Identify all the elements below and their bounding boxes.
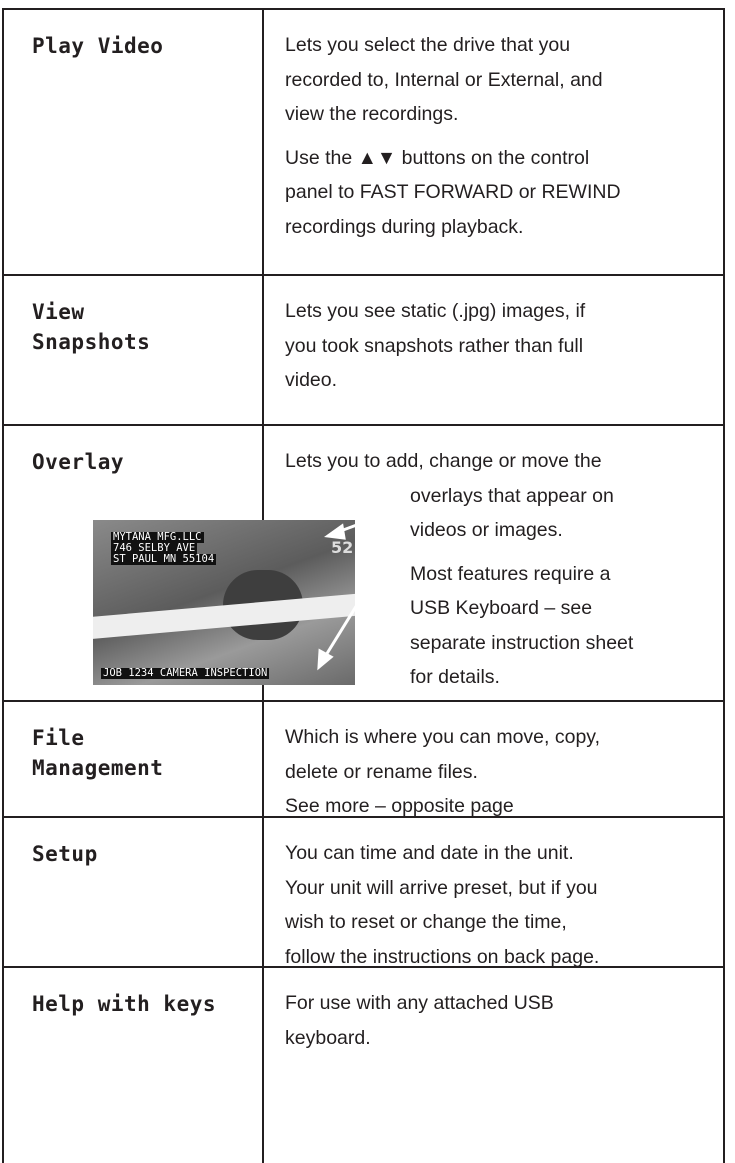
description-line: Lets you see static (.jpg) images, if (285, 300, 586, 322)
description-line: recorded to, Internal or External, and (285, 68, 603, 91)
row-label: Overlay (32, 450, 125, 474)
row-border (2, 424, 725, 426)
description-line: delete or rename files. (285, 760, 478, 783)
description-line: recordings during playback. (285, 215, 524, 238)
row-border (2, 700, 725, 702)
description-line: wish to reset or change the time, (285, 911, 567, 933)
row-label: Help with keys (32, 992, 217, 1016)
row-label: Snapshots (32, 330, 151, 354)
description-line: keyboard. (285, 1026, 371, 1049)
description-line: videos or images. (410, 519, 563, 541)
row-label: Setup (32, 842, 98, 866)
row-border (2, 8, 725, 10)
description-line: See more – opposite page (285, 795, 514, 817)
overlay-corner: 52 (331, 538, 354, 557)
overlay-footer: JOB 1234 CAMERA INSPECTION (101, 667, 270, 679)
row-label: View (32, 300, 85, 324)
description-line: For use with any attached USB (285, 992, 554, 1014)
description-line: Your unit will arrive preset, but if you (285, 876, 598, 899)
description-line: Use the ▲▼ buttons on the control (285, 146, 590, 169)
overlay-text: ST PAUL MN 55104 (111, 553, 217, 565)
overlay-image: MYTANA MFG.LLC 746 SELBY AVE ST PAUL MN … (93, 520, 355, 685)
description-line: You can time and date in the unit. (285, 842, 574, 864)
description-line: Lets you to add, change or move the (285, 450, 602, 472)
table-border (723, 8, 725, 1163)
description-line: view the recordings. (285, 103, 459, 125)
description-line: video. (285, 369, 338, 391)
row-border (2, 274, 725, 276)
row-border (2, 816, 725, 818)
description-line: USB Keyboard – see (410, 597, 593, 619)
row-label: Play Video (32, 34, 164, 58)
description-line: follow the instructions on back page. (285, 945, 600, 968)
description-line: for details. (410, 666, 500, 688)
description-line: you took snapshots rather than full (285, 334, 584, 357)
description-line: overlays that appear on (410, 484, 614, 507)
description-line: Most features require a (410, 562, 611, 585)
overlay-text: MYTANA MFG.LLC (111, 531, 204, 543)
row-label: Management (32, 756, 164, 780)
description-line: Which is where you can move, copy, (285, 726, 601, 748)
row-label: File (32, 726, 85, 750)
table-border (2, 8, 4, 1163)
description-line: panel to FAST FORWARD or REWIND (285, 181, 621, 203)
overlay-text: 746 SELBY AVE (111, 542, 198, 554)
description-line: separate instruction sheet (410, 631, 634, 654)
row-border (2, 966, 725, 968)
description-line: Lets you select the drive that you (285, 34, 571, 56)
